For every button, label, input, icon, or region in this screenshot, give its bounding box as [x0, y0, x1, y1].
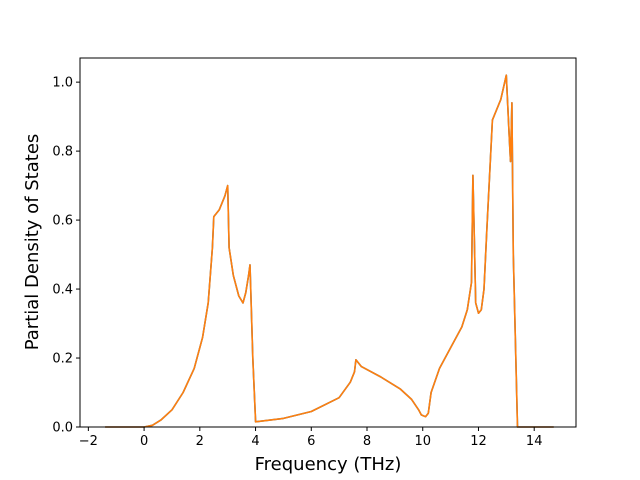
x-tick-label: 8: [363, 434, 371, 449]
plot-frame: [79, 57, 577, 428]
y-tick-label: 0.8: [52, 145, 73, 160]
y-tick-label: 0.4: [52, 283, 73, 298]
series-layer: [105, 74, 554, 428]
x-axis-label: Frequency (THz): [255, 454, 402, 475]
x-tick-label: 0: [140, 434, 148, 449]
x-axis: −2 0 2 4 6 8 10 12 14: [79, 427, 543, 449]
x-tick-label: 10: [414, 434, 431, 449]
y-tick-label: 0.6: [52, 214, 73, 229]
x-tick-label: 12: [470, 434, 487, 449]
series-line-2: [105, 74, 554, 428]
x-tick-label: 2: [196, 434, 204, 449]
y-tick-label: 0.0: [52, 421, 73, 436]
x-tick-label: 6: [307, 434, 315, 449]
y-tick-label: 0.2: [52, 352, 73, 367]
x-tick-label: −2: [79, 434, 98, 449]
y-axis: 0.0 0.2 0.4 0.6 0.8 1.0: [52, 76, 80, 436]
x-tick-label: 14: [526, 434, 543, 449]
y-axis-label: Partial Density of States: [22, 134, 43, 351]
y-tick-label: 1.0: [52, 76, 73, 91]
x-tick-label: 4: [251, 434, 259, 449]
